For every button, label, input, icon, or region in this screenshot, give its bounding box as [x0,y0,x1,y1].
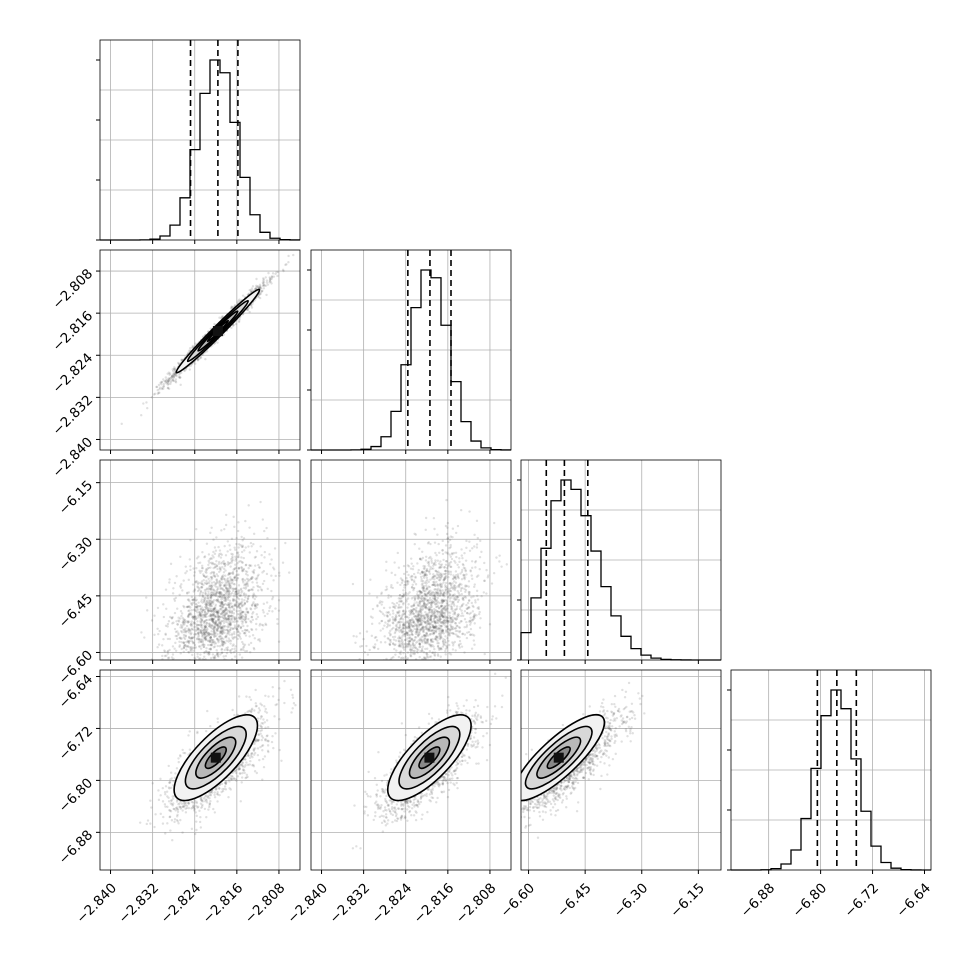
panel-frame [730,669,932,871]
panel-frame [99,669,301,871]
x-tick-label: −2.808 [453,880,500,927]
x-tick-label: −6.88 [738,880,779,921]
panel-frame [99,39,301,241]
x-tick-label: −6.60 [497,880,538,921]
x-tick-label: −6.30 [611,880,652,921]
panel-frame [99,459,301,661]
density-peak [210,752,221,763]
density-peak [553,752,564,763]
x-tick-label: −2.816 [200,880,247,927]
x-tick-label: −6.80 [790,880,831,921]
x-tick-label: −6.15 [667,880,708,921]
histogram-panel-0 [99,39,301,241]
panel-background [311,460,511,660]
x-tick-label: −2.816 [411,880,458,927]
panel-frame [99,249,301,451]
density-panel-0-1 [99,249,301,451]
density-peak [424,752,435,763]
x-tick-label: −2.840 [73,880,120,927]
panel-frame [310,249,512,451]
histogram-panel-1 [310,249,512,451]
y-tick-label: −2.808 [50,266,97,313]
panels [96,39,932,874]
y-tick-label: −2.840 [50,434,97,481]
y-tick-label: −6.30 [56,534,97,575]
x-tick-label: −2.824 [369,880,416,927]
x-tick-label: −2.832 [115,880,162,927]
y-tick-label: −2.824 [50,350,97,397]
x-tick-label: −2.832 [326,880,373,927]
y-tick-label: −6.80 [56,775,97,816]
y-tick-label: −6.15 [56,477,97,518]
x-tick-label: −6.45 [554,880,595,921]
panel-frame [310,459,512,661]
density-panel-2-3 [520,669,722,871]
panel-frame [520,669,722,871]
density-peak [212,326,223,337]
density-panel-0-3 [99,669,301,871]
x-tick-label: −2.808 [242,880,289,927]
density-panel-0-2 [99,459,301,661]
x-tick-label: −2.840 [284,880,331,927]
density-panel-1-2 [310,459,512,661]
y-tick-label: −6.88 [56,827,97,868]
x-tick-label: −2.824 [158,880,205,927]
histogram-panel-2 [520,459,722,661]
histogram-panel-3 [730,669,932,871]
scatter-points [140,500,291,660]
density-panel-1-3 [310,669,512,871]
scatter-points [351,498,508,660]
y-tick-label: −6.72 [56,723,97,764]
y-tick-label: −6.45 [56,591,97,632]
panel-background [100,460,300,660]
x-tick-label: −6.64 [893,880,934,921]
x-tick-label: −6.72 [841,880,882,921]
y-tick-label: −2.832 [50,392,97,439]
y-tick-label: −2.816 [50,308,97,355]
panel-frame [520,459,722,661]
panel-frame [310,669,512,871]
